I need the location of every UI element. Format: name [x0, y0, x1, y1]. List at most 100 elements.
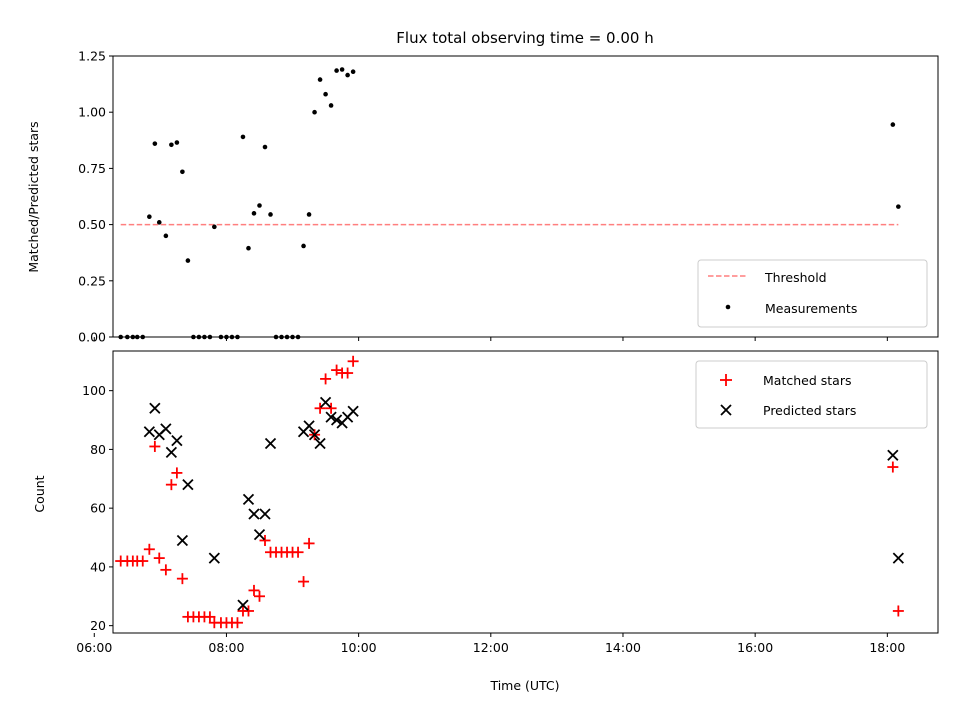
- measurement-point: [890, 122, 896, 127]
- matched-star-marker: [248, 584, 260, 596]
- top-y-tick-label: 0.00: [78, 330, 106, 345]
- predicted-star-marker: [892, 552, 904, 564]
- measurement-point: [301, 243, 306, 249]
- predicted-star-marker: [242, 493, 255, 505]
- bottom-legend-box: [695, 360, 928, 429]
- predicted-star-marker: [176, 534, 189, 547]
- predicted-star-marker: [182, 479, 194, 491]
- bottom-axes-frame: [112, 350, 939, 634]
- predicted-star-marker: [259, 508, 271, 520]
- measurement-point: [174, 140, 180, 145]
- measurement-point: [345, 72, 350, 78]
- matched-star-marker: [165, 479, 177, 491]
- x-tick-label: 06:00: [76, 640, 112, 655]
- predicted-star-marker: [319, 396, 332, 409]
- x-tick-label: 16:00: [737, 640, 773, 655]
- top-y-tick-label: 1.00: [78, 105, 106, 120]
- bottom-y-axis-label: Count: [32, 475, 47, 512]
- measurement-point: [262, 144, 268, 150]
- matched-star-marker: [231, 617, 243, 629]
- matched-star-marker: [149, 440, 161, 452]
- bottom-plot-marks: [115, 355, 904, 629]
- measurement-point: [251, 211, 257, 216]
- matched-star-marker: [303, 537, 315, 549]
- matched-star-marker: [153, 552, 165, 564]
- predicted-star-marker: [160, 423, 172, 435]
- predicted-star-marker: [325, 411, 337, 423]
- top-y-tick-label: 0.25: [78, 273, 106, 288]
- bottom-y-tick-label: 80: [90, 442, 106, 457]
- matched-star-marker: [143, 543, 155, 555]
- predicted-star-marker: [253, 528, 266, 541]
- measurement-point: [896, 204, 901, 209]
- predicted-star-marker: [208, 552, 220, 564]
- bottom-legend: Matched stars Predicted stars: [695, 360, 928, 429]
- matched-star-marker: [171, 467, 183, 479]
- predicted-star-marker: [143, 426, 155, 438]
- predicted-star-marker: [303, 420, 315, 432]
- matched-star-marker: [314, 402, 326, 414]
- predicted-star-marker: [347, 405, 359, 417]
- bottom-y-tick-label: 60: [90, 501, 106, 516]
- measurement-point: [212, 224, 217, 230]
- top-y-tick-label: 0.50: [78, 217, 106, 232]
- predicted-star-marker: [149, 402, 161, 414]
- matched-star-marker: [892, 605, 904, 617]
- matched-star-marker: [320, 373, 332, 385]
- measurement-point: [246, 245, 251, 251]
- matched-star-marker: [331, 364, 343, 376]
- x-tick-label: 14:00: [605, 640, 641, 655]
- predicted-star-marker: [165, 446, 178, 458]
- measurement-point: [156, 220, 162, 225]
- x-tick-label: 08:00: [208, 640, 244, 655]
- top-axis-ticks: 0.00 0.25 0.50 0.75 1.00 1.25: [78, 49, 888, 345]
- x-tick-label: 12:00: [473, 640, 509, 655]
- predicted-star-marker: [887, 449, 899, 461]
- matched-star-marker: [325, 402, 337, 414]
- legend-predicted-swatch: [720, 404, 732, 416]
- matched-star-marker: [342, 367, 354, 379]
- measurement-point: [147, 214, 152, 220]
- measurement-point: [180, 169, 185, 175]
- matched-star-marker: [298, 576, 310, 588]
- predicted-star-marker: [314, 437, 326, 450]
- measurement-point: [169, 142, 174, 148]
- matched-star-marker: [176, 573, 188, 585]
- measurement-point: [323, 91, 328, 97]
- top-legend-box: [697, 259, 928, 328]
- top-axes-frame: [112, 55, 939, 338]
- matched-star-marker: [887, 461, 899, 473]
- measurement-point: [257, 203, 262, 208]
- measurement-point: [328, 103, 334, 108]
- legend-matched-label: Matched stars: [763, 373, 851, 388]
- bottom-y-tick-label: 100: [82, 383, 106, 398]
- matched-star-marker: [292, 546, 304, 558]
- bottom-y-tick-label: 40: [90, 559, 106, 574]
- top-y-tick-label: 1.25: [78, 49, 106, 64]
- top-legend: Threshold Measurements: [697, 259, 928, 328]
- predicted-star-marker: [237, 599, 249, 611]
- measurement-point: [339, 67, 345, 72]
- bottom-axis-ticks: 20 40 60 80 100 06:00 08:00 10:00 12:00 14:00 16:0…: [76, 383, 905, 655]
- measurement-point: [350, 69, 356, 75]
- x-tick-label: 18:00: [869, 640, 905, 655]
- measurement-point: [163, 233, 169, 239]
- matched-star-marker: [347, 355, 359, 367]
- measurement-point: [185, 258, 191, 263]
- measurement-point: [317, 77, 323, 82]
- predicted-star-marker: [171, 434, 183, 447]
- measurement-point: [268, 212, 273, 217]
- legend-measurements-label: Measurements: [765, 301, 857, 316]
- top-plot-marks: [118, 67, 901, 340]
- matched-star-marker: [137, 555, 149, 567]
- measurement-point: [152, 141, 158, 146]
- x-axis-label: Time (UTC): [489, 678, 559, 693]
- matched-star-marker: [242, 605, 254, 617]
- legend-predicted-label: Predicted stars: [763, 403, 856, 418]
- legend-matched-swatch: [720, 374, 732, 386]
- legend-threshold-label: Threshold: [764, 270, 827, 285]
- measurement-point: [240, 134, 246, 140]
- measurement-point: [334, 68, 339, 73]
